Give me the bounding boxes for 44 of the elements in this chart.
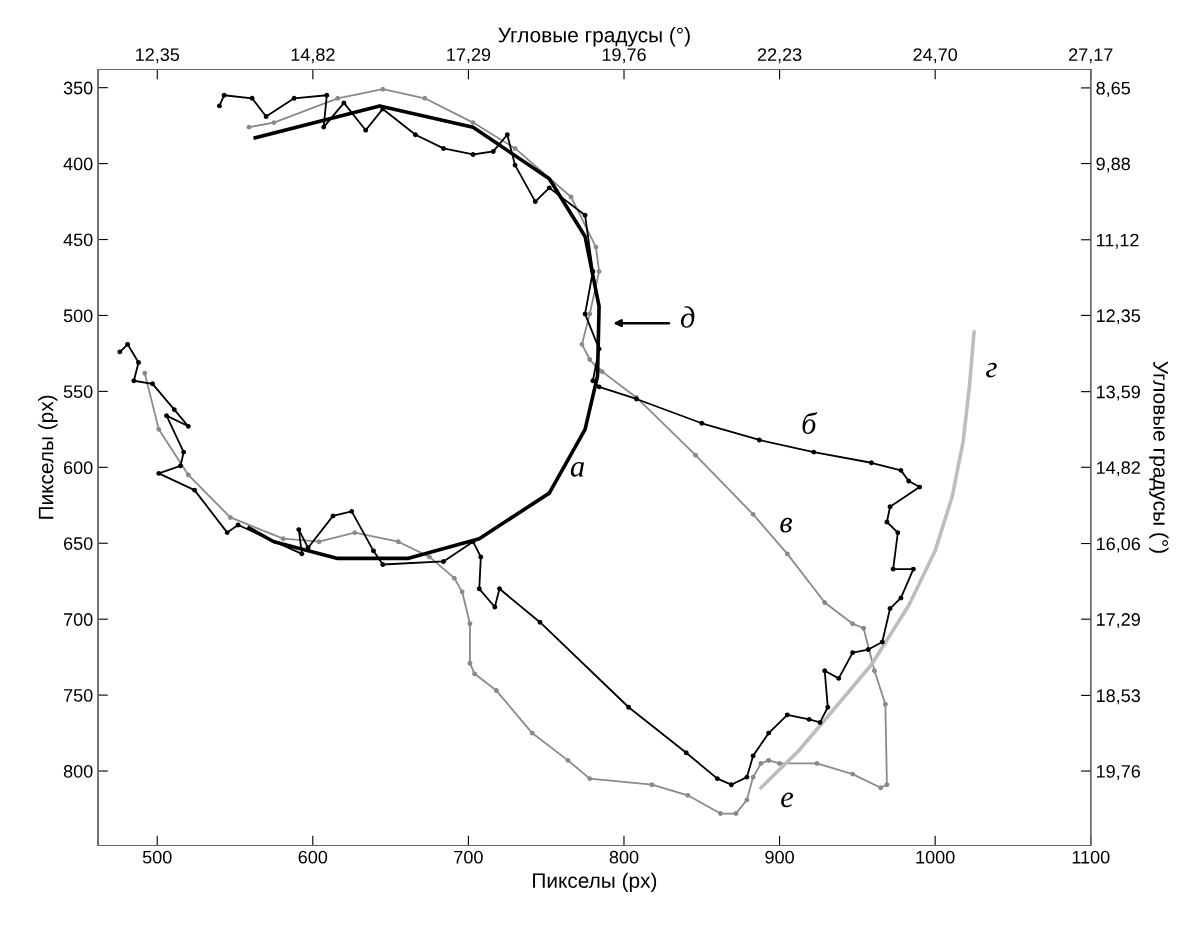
y2-tick-label: 8,65 [1096, 81, 1130, 97]
x2-tick-label: 27,17 [1069, 48, 1113, 64]
y2-tick-label: 9,88 [1096, 157, 1130, 173]
x-tick-label: 1100 [1072, 850, 1110, 864]
y-tick-label: 400 [63, 157, 93, 171]
x2-axis-title: Угловые градусы (°) [498, 27, 690, 47]
x-tick-label: 900 [765, 850, 794, 864]
x2-tick-label: 19,76 [602, 48, 646, 64]
annotation: г [986, 362, 997, 378]
x-tick-label: 500 [142, 850, 172, 864]
y2-tick-label: 12,35 [1096, 309, 1141, 325]
annotation: е [781, 792, 794, 808]
annotation: б [802, 411, 818, 435]
y-tick-label: 700 [64, 613, 93, 626]
annotation: а [570, 462, 585, 477]
y-tick-label: 350 [63, 81, 93, 95]
y2-tick-label: 13,59 [1096, 385, 1140, 401]
y-tick-label: 750 [64, 689, 93, 702]
y-tick-label: 600 [64, 461, 93, 475]
x-axis-title: Пикселы (px) [533, 872, 657, 893]
y2-tick-label: 16,06 [1096, 537, 1140, 553]
y2-tick-label: 19,76 [1096, 764, 1140, 780]
y-tick-label: 450 [63, 233, 93, 247]
x-tick-label: 1000 [916, 850, 955, 864]
y2-tick-label: 18,53 [1096, 689, 1140, 705]
x-tick-label: 600 [298, 850, 328, 864]
y-tick-label: 500 [63, 309, 93, 323]
y-tick-label: 800 [63, 764, 93, 778]
y2-axis-title: Угловые градусы (°) [1149, 361, 1169, 553]
x2-tick-label: 17,29 [447, 48, 491, 64]
x2-tick-label: 12,35 [136, 48, 180, 64]
x2-tick-label: 22,23 [757, 48, 802, 64]
x2-tick-label: 24,70 [913, 48, 958, 64]
y2-tick-label: 14,82 [1096, 461, 1140, 477]
y2-tick-label: 11,12 [1096, 233, 1139, 249]
annotation: д [680, 306, 695, 328]
x2-tick-label: 14,82 [291, 48, 335, 64]
annotation: в [780, 517, 793, 533]
x-tick-label: 700 [454, 850, 483, 864]
y-axis-title: Пикселы (px) [38, 395, 58, 519]
y-tick-label: 550 [63, 385, 93, 399]
y-tick-label: 650 [64, 537, 93, 550]
y2-tick-label: 17,29 [1096, 613, 1140, 629]
x-tick-label: 800 [609, 850, 639, 864]
